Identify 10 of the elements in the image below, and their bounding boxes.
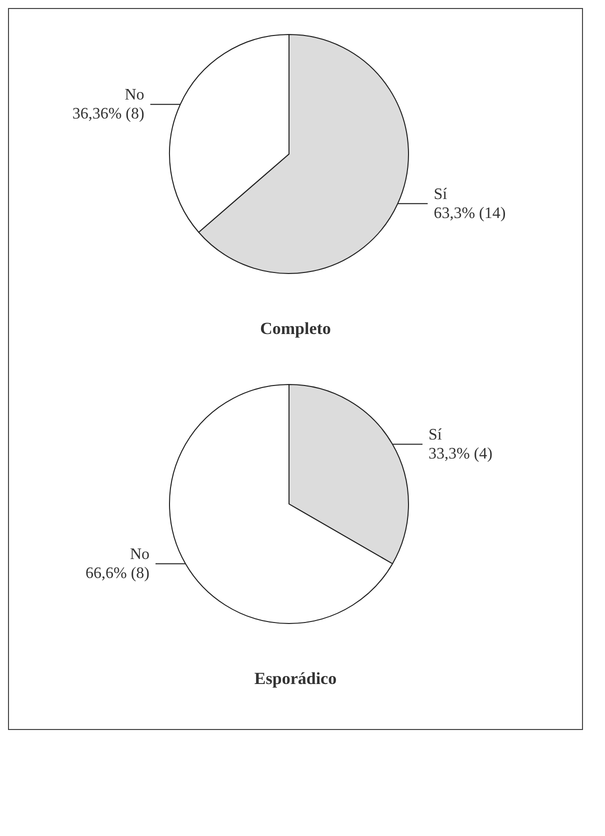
- text: Esporádico: [253, 669, 338, 689]
- slice-label: Sí: [434, 186, 448, 203]
- data-label: 36,36% (8): [72, 106, 144, 123]
- data-label: 63,3% (14): [434, 204, 506, 222]
- data-label: 33,3% (4): [428, 445, 492, 462]
- slice-label: No: [130, 546, 150, 563]
- slice-label: No: [124, 86, 144, 104]
- slice-label: Sí: [428, 426, 442, 444]
- text: Completo: [259, 319, 332, 339]
- data-label: 66,6% (8): [86, 564, 150, 582]
